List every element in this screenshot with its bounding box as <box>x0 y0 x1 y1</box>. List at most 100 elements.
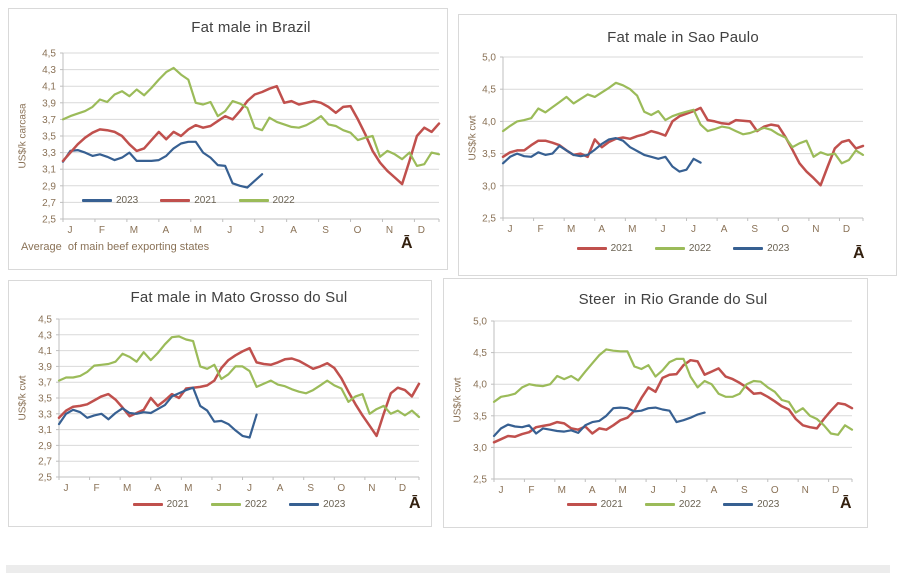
x-tick-label: M <box>558 485 566 496</box>
legend-label: 2021 <box>600 499 623 510</box>
legend-line <box>238 199 269 202</box>
y-axis-title: US$/k carcasa <box>17 103 29 169</box>
chart-title: Fat male in Brazil <box>191 19 311 36</box>
legend-item-2022: 2022 <box>210 499 267 510</box>
y-tick-label: 3,1 <box>42 165 56 176</box>
legend-line <box>132 503 163 506</box>
x-tick-label: J <box>651 485 656 496</box>
y-tick-label: 2,7 <box>42 198 56 209</box>
x-tick-label: A <box>277 483 284 494</box>
y-axis-title: US$/k cwt <box>17 375 29 421</box>
y-tick-label: 4,0 <box>473 380 487 391</box>
y-tick-label: 4,3 <box>38 330 52 341</box>
legend-line <box>160 199 191 202</box>
chart-footnote: Average of main beef exporting states <box>21 241 210 253</box>
legend-item-2021: 2021 <box>576 243 633 254</box>
legend-label: 2021 <box>610 243 633 254</box>
legend-label: 2023 <box>767 243 790 254</box>
line-chart-mato-grosso: 4,5 4,3 4,1 3,9 3,7 3,5 3,3 3,1 2,9 2,7 2,5 J F M A M J J… <box>38 315 421 494</box>
x-tick-label: O <box>337 483 345 494</box>
bottom-divider-strip <box>6 565 890 573</box>
x-tick-label: A <box>589 485 596 496</box>
y-axis-title: US$/k cwt <box>467 114 479 161</box>
y-tick-label: 2,5 <box>482 214 496 225</box>
x-tick-label: J <box>660 224 665 235</box>
series-line-2022 <box>57 335 421 419</box>
x-tick-label: N <box>386 225 393 236</box>
legend-line <box>654 247 685 250</box>
x-tick-label: M <box>567 224 575 235</box>
chart-legend: 2023 2021 2022 <box>71 195 306 206</box>
legend-label: 2021 <box>194 195 217 206</box>
y-tick-label: 2,7 <box>38 457 52 468</box>
chart-panel-sao-paulo: 5,0 4,5 4,0 3,5 3,0 2,5 J F M A M J J A S O N D Fat male … <box>458 14 897 276</box>
y-tick-label: 3,7 <box>42 115 56 126</box>
series-line-2023 <box>61 140 264 189</box>
y-tick-label: 5,0 <box>473 317 487 328</box>
legend-item-2021: 2021 <box>566 499 623 510</box>
x-tick-label: J <box>64 483 69 494</box>
legend-label: 2022 <box>272 195 295 206</box>
line-chart-brazil: 4,5 4,3 4,1 3,9 3,7 3,5 3,3 3,1 2,9 2,7 2,5 J F M A M J J… <box>42 49 441 236</box>
y-tick-label: 3,3 <box>42 148 56 159</box>
series-line-2022 <box>492 348 854 436</box>
legend-label: 2021 <box>166 499 189 510</box>
y-tick-label: 2,5 <box>42 215 56 226</box>
y-tick-label: 2,9 <box>42 181 56 192</box>
y-tick-label: 2,5 <box>473 475 487 486</box>
x-tick-label: M <box>628 224 636 235</box>
x-tick-label: A <box>290 225 297 236</box>
series-line-2021 <box>61 84 441 186</box>
chart-panel-mato-grosso: 4,5 4,3 4,1 3,9 3,7 3,5 3,3 3,1 2,9 2,7 2,5 J F M A M J J… <box>8 280 432 527</box>
x-tick-label: F <box>528 485 534 496</box>
chart-legend: 2021 2022 2023 <box>494 499 852 510</box>
x-tick-label: J <box>68 225 73 236</box>
series-line-2022 <box>501 81 865 165</box>
legend-label: 2022 <box>678 499 702 510</box>
series-line-2023 <box>57 386 258 439</box>
x-tick-label: S <box>322 225 329 236</box>
x-tick-label: F <box>94 483 100 494</box>
x-tick-label: N <box>812 224 819 235</box>
y-tick-label: 4,5 <box>482 85 496 96</box>
x-tick-label: J <box>691 224 696 235</box>
legend-item-2022: 2022 <box>238 195 295 206</box>
x-tick-label: O <box>354 225 362 236</box>
legend-item-2023: 2023 <box>289 499 345 510</box>
y-tick-label: 3,5 <box>482 149 496 160</box>
x-tick-label: J <box>499 485 504 496</box>
y-tick-label: 2,5 <box>38 473 52 484</box>
legend-label: 2022 <box>688 243 712 254</box>
line-chart-sao-paulo: 5,0 4,5 4,0 3,5 3,0 2,5 J F M A M J J A S O N D <box>482 53 865 235</box>
y-tick-label: 4,5 <box>42 49 56 60</box>
x-tick-label: M <box>184 483 192 494</box>
x-tick-label: J <box>247 483 252 494</box>
y-tick-label: 3,5 <box>473 411 487 422</box>
x-tick-label: S <box>307 483 314 494</box>
y-tick-label: 3,3 <box>38 409 52 420</box>
legend-item-2022: 2022 <box>644 499 702 510</box>
y-tick-label: 3,0 <box>482 181 496 192</box>
x-tick-label: A <box>163 225 170 236</box>
chart-title: Steer in Rio Grande do Sul <box>578 291 768 308</box>
chart-title: Fat male in Sao Paulo <box>607 29 759 46</box>
x-tick-label: O <box>771 485 779 496</box>
x-tick-label: O <box>781 224 789 235</box>
legend-item-2023: 2023 <box>733 243 789 254</box>
x-tick-label: D <box>418 225 425 236</box>
x-tick-label: A <box>711 485 718 496</box>
x-tick-label: N <box>802 485 809 496</box>
y-tick-label: 4,5 <box>473 348 487 359</box>
y-tick-label: 5,0 <box>482 53 496 64</box>
x-tick-label: J <box>259 225 264 236</box>
x-tick-label: A <box>598 224 605 235</box>
legend-label: 2023 <box>323 499 346 510</box>
x-tick-label: A <box>154 483 161 494</box>
x-tick-label: D <box>843 224 850 235</box>
chart-legend: 2021 2022 2023 <box>503 243 863 254</box>
legend-line <box>289 503 320 506</box>
x-tick-label: D <box>832 485 839 496</box>
x-tick-label: F <box>538 224 544 235</box>
y-tick-label: 4,1 <box>42 82 56 93</box>
